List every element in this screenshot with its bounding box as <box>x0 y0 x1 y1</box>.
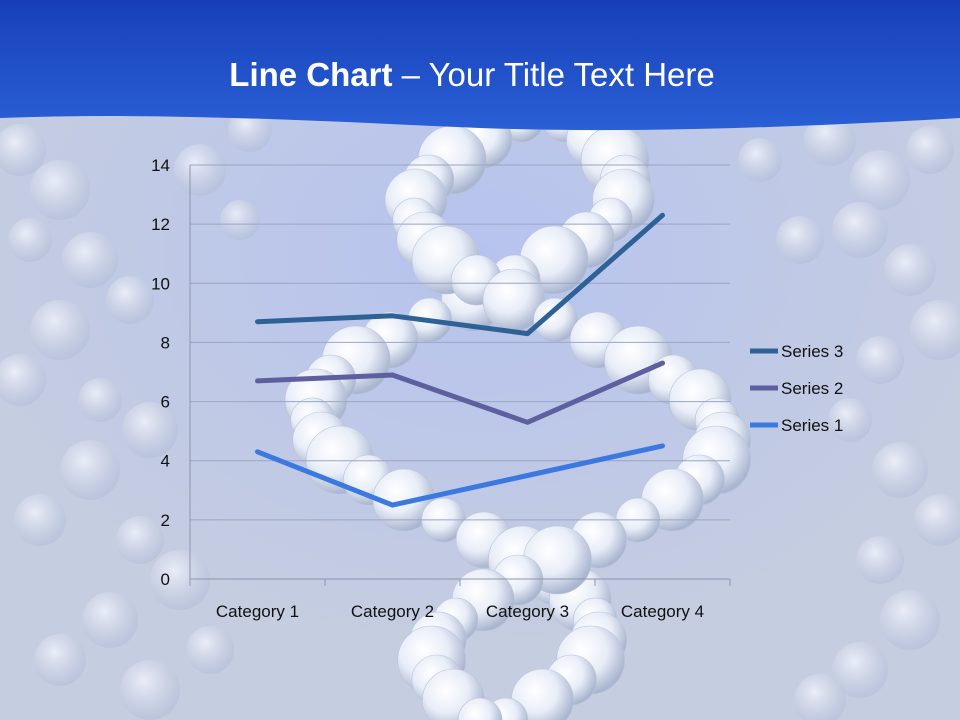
gridlines <box>190 164 730 521</box>
series-line-series-2 <box>255 360 665 425</box>
background-molecule <box>14 494 66 546</box>
background-molecule <box>0 124 46 176</box>
background-molecule <box>776 216 824 264</box>
y-axis-tick-labels: 0 2 4 6 8 10 12 14 <box>151 156 170 589</box>
dna-faint-strands <box>0 108 960 720</box>
y-tick-label: 6 <box>161 393 170 412</box>
background-molecule <box>872 442 928 498</box>
y-tick-label: 0 <box>161 570 170 589</box>
background-molecule <box>30 300 90 360</box>
slide-title-rest: – Your Title Text Here <box>392 56 715 93</box>
x-tick-label: Category 2 <box>351 602 434 621</box>
series-lines <box>255 212 665 508</box>
dna-molecule <box>457 697 503 720</box>
background-molecule <box>150 550 210 610</box>
y-tick-label: 12 <box>151 215 170 234</box>
background-molecule <box>122 402 178 458</box>
background-molecule <box>856 336 904 384</box>
background-molecule <box>850 150 910 210</box>
background-molecule <box>738 138 782 182</box>
x-tick-label: Category 3 <box>486 602 569 621</box>
background-molecule <box>34 634 86 686</box>
legend-label: Series 3 <box>781 342 843 361</box>
slide-title: Line Chart – Your Title Text Here <box>0 52 944 98</box>
series-line-series-3 <box>255 212 665 337</box>
background-molecule <box>832 202 888 258</box>
background-molecule <box>220 200 260 240</box>
background-molecule <box>804 114 856 166</box>
y-tick-label: 14 <box>151 156 170 175</box>
background-molecule <box>228 108 272 152</box>
x-tick-label: Category 4 <box>621 602 704 621</box>
series-line-series-1 <box>255 443 665 508</box>
background-molecule <box>62 232 118 288</box>
background-molecule <box>8 218 52 262</box>
background-molecule <box>828 398 872 442</box>
background-molecule <box>880 590 940 650</box>
axes <box>189 165 731 586</box>
background-molecule <box>914 494 960 546</box>
slide-title-bold: Line Chart <box>229 56 393 93</box>
background-molecule <box>884 244 936 296</box>
y-tick-label: 8 <box>161 333 170 352</box>
legend: Series 3 Series 2 Series 1 <box>750 342 843 435</box>
legend-label: Series 1 <box>781 416 843 435</box>
y-tick-label: 2 <box>161 511 170 530</box>
background-molecule <box>174 144 226 196</box>
y-tick-label: 10 <box>151 274 170 293</box>
background-molecule <box>116 516 164 564</box>
background-molecule <box>832 642 888 698</box>
legend-label: Series 2 <box>781 379 843 398</box>
background-molecule <box>30 160 90 220</box>
background-molecule <box>60 440 120 500</box>
background-molecule <box>106 276 154 324</box>
background-molecule <box>186 626 234 674</box>
background-molecule <box>78 378 122 422</box>
background-molecule <box>906 126 954 174</box>
background-molecule <box>82 592 138 648</box>
x-tick-label: Category 1 <box>216 602 299 621</box>
background-molecule <box>794 674 846 720</box>
background-molecule <box>120 660 180 720</box>
background-molecule <box>910 300 960 360</box>
title-banner <box>0 0 960 131</box>
background-molecule <box>856 536 904 584</box>
background-molecule <box>0 354 46 406</box>
y-tick-label: 4 <box>161 452 170 471</box>
x-axis-tick-labels: Category 1 Category 2 Category 3 Category 4 <box>216 602 704 621</box>
